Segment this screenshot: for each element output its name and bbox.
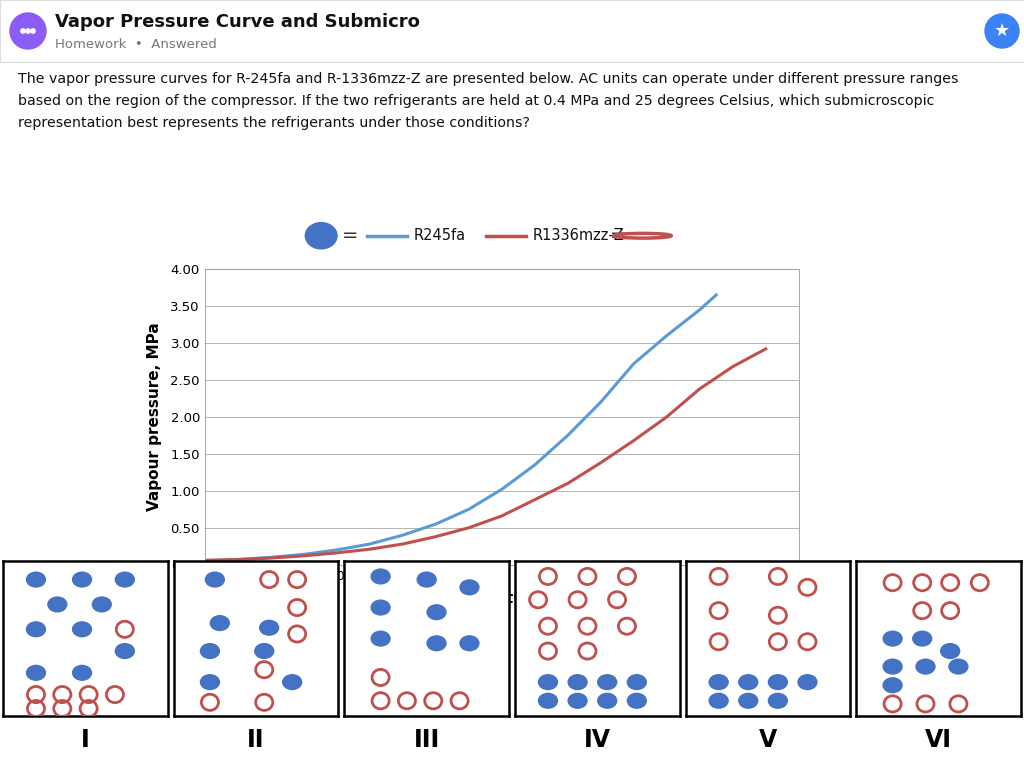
Text: I: I — [81, 728, 90, 752]
Text: R1336mzz-Z: R1336mzz-Z — [532, 228, 625, 243]
Ellipse shape — [768, 694, 787, 708]
Ellipse shape — [27, 572, 45, 587]
Y-axis label: Vapour pressure, MPa: Vapour pressure, MPa — [147, 322, 162, 512]
Ellipse shape — [371, 631, 390, 646]
Ellipse shape — [255, 644, 273, 659]
Text: V: V — [759, 728, 777, 752]
Text: ★: ★ — [994, 22, 1010, 40]
Ellipse shape — [48, 597, 67, 612]
Ellipse shape — [883, 659, 902, 674]
Ellipse shape — [73, 622, 91, 637]
Text: =: = — [342, 226, 358, 246]
Ellipse shape — [949, 659, 968, 674]
Ellipse shape — [427, 636, 446, 650]
Ellipse shape — [738, 694, 758, 708]
Circle shape — [26, 29, 30, 33]
Ellipse shape — [738, 675, 758, 690]
Ellipse shape — [598, 675, 616, 690]
Circle shape — [31, 29, 35, 33]
Ellipse shape — [371, 600, 390, 615]
Ellipse shape — [798, 675, 817, 690]
Ellipse shape — [417, 572, 436, 587]
Text: II: II — [247, 728, 265, 752]
Ellipse shape — [116, 644, 134, 659]
Ellipse shape — [539, 694, 557, 708]
Text: IV: IV — [584, 728, 611, 752]
Text: =: = — [610, 226, 627, 246]
Ellipse shape — [27, 622, 45, 637]
Circle shape — [20, 29, 26, 33]
Ellipse shape — [710, 675, 728, 690]
Circle shape — [985, 14, 1019, 48]
Ellipse shape — [201, 675, 219, 690]
Ellipse shape — [568, 694, 587, 708]
Ellipse shape — [427, 605, 446, 619]
Ellipse shape — [92, 597, 112, 612]
Ellipse shape — [371, 569, 390, 584]
Ellipse shape — [210, 615, 229, 631]
Ellipse shape — [598, 694, 616, 708]
Text: III: III — [414, 728, 439, 752]
Text: Vapor Pressure Curve and Submicro: Vapor Pressure Curve and Submicro — [55, 13, 420, 31]
Ellipse shape — [916, 659, 935, 674]
Ellipse shape — [710, 694, 728, 708]
Ellipse shape — [27, 666, 45, 680]
Ellipse shape — [305, 223, 337, 249]
Circle shape — [10, 13, 46, 49]
Ellipse shape — [628, 694, 646, 708]
Ellipse shape — [912, 631, 932, 646]
Ellipse shape — [116, 572, 134, 587]
Ellipse shape — [568, 675, 587, 690]
Text: Homework  •  Answered: Homework • Answered — [55, 37, 217, 51]
Ellipse shape — [539, 675, 557, 690]
Text: The vapor pressure curves for R-245fa and R-1336mzz-Z are presented below. AC un: The vapor pressure curves for R-245fa an… — [18, 72, 958, 130]
Text: VI: VI — [925, 728, 952, 752]
Ellipse shape — [883, 678, 902, 693]
Text: R245fa: R245fa — [414, 228, 466, 243]
Ellipse shape — [260, 620, 279, 635]
Ellipse shape — [283, 675, 302, 690]
X-axis label: Temperature, °C: Temperature, °C — [432, 591, 571, 606]
Ellipse shape — [460, 636, 479, 650]
Ellipse shape — [460, 580, 479, 595]
Ellipse shape — [768, 675, 787, 690]
Ellipse shape — [73, 666, 91, 680]
Ellipse shape — [201, 644, 219, 659]
Ellipse shape — [628, 675, 646, 690]
Ellipse shape — [73, 572, 91, 587]
Ellipse shape — [941, 644, 959, 659]
Ellipse shape — [883, 631, 902, 646]
FancyBboxPatch shape — [0, 0, 1024, 62]
Ellipse shape — [206, 572, 224, 587]
